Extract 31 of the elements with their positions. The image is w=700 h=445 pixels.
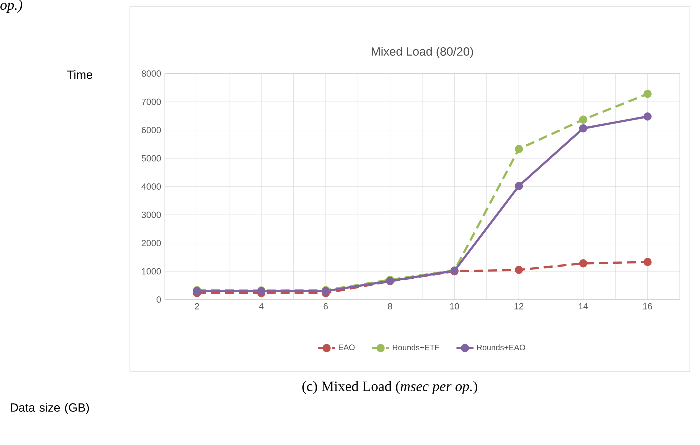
y-tick-label: 0 xyxy=(156,296,162,304)
point xyxy=(644,90,652,98)
y-tick-label: 1000 xyxy=(142,268,162,275)
text: (c) Mixed Load (msec per op.) xyxy=(302,381,478,394)
point xyxy=(514,182,524,190)
y-tick-label: 8000 xyxy=(142,70,162,78)
x-tick-label: 12 xyxy=(514,303,524,310)
y-tick-label: 5000 xyxy=(142,155,162,162)
y-tick-label: 4000 xyxy=(142,184,162,190)
chart-title: Mixed Load (80/20) xyxy=(372,47,474,58)
x-tick-label: 16 xyxy=(644,303,652,310)
y-tick-label: 7000 xyxy=(142,98,162,106)
y-tick-label: 6000 xyxy=(142,127,162,134)
point xyxy=(644,112,652,121)
x-tick-label: 2 xyxy=(195,303,200,310)
x-tick-label: 8 xyxy=(388,303,392,310)
point xyxy=(579,116,588,124)
point xyxy=(644,258,652,266)
text: op.) xyxy=(0,0,22,14)
x-tick-label: 6 xyxy=(324,303,328,310)
point xyxy=(514,266,524,274)
x-tick-label: 4 xyxy=(259,303,264,310)
text: Time xyxy=(67,70,93,80)
x-tick-label: 14 xyxy=(579,303,588,310)
point xyxy=(579,260,588,268)
point xyxy=(514,145,524,154)
y-tick-label: 3000 xyxy=(142,212,162,218)
x-tick-label: 10 xyxy=(450,303,460,310)
y-tick-label: 2000 xyxy=(142,240,162,247)
text: Data size (GB) xyxy=(11,403,90,414)
point xyxy=(579,124,588,133)
